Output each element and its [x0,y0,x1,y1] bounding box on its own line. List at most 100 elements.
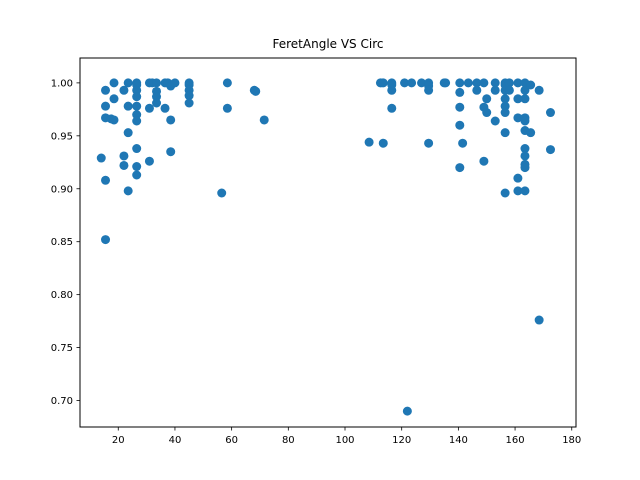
data-point [472,85,482,95]
y-tick-label: 0.95 [51,131,73,142]
data-point [101,101,111,111]
data-point [513,78,523,88]
data-point [520,116,530,126]
data-point [482,94,492,104]
data-point [378,138,388,148]
data-point [160,103,170,113]
data-point [119,85,129,95]
data-point [387,85,397,95]
x-tick-label: 160 [506,435,525,446]
data-point [217,188,227,198]
data-point [520,163,530,173]
data-point [364,137,374,147]
data-point [132,92,142,102]
data-point [424,138,434,148]
data-point [123,78,133,88]
data-point [472,78,482,88]
data-point [132,144,142,154]
data-point [96,153,106,163]
data-point [455,102,465,112]
data-point [222,78,232,88]
axes-frame [79,57,577,428]
data-point [119,160,129,170]
data-point [144,156,154,166]
x-tick-label: 180 [562,435,581,446]
y-tick-label: 0.90 [51,184,73,195]
data-point [534,315,544,325]
data-point [458,138,468,148]
data-point [132,170,142,180]
data-point [101,85,111,95]
data-point [144,103,154,113]
data-point [455,78,465,88]
data-point [520,94,530,104]
data-point [132,162,142,172]
data-point [132,101,142,111]
data-point [520,186,530,196]
data-point [101,175,111,185]
data-point [109,94,119,104]
data-point [119,151,129,161]
data-point [513,186,523,196]
data-point [259,115,269,125]
data-point [500,108,510,118]
data-point [152,98,162,108]
y-tick-label: 0.80 [51,290,73,301]
y-tick-label: 1.00 [51,78,73,89]
data-point [101,235,111,245]
data-point [152,92,162,102]
data-point [251,86,261,96]
data-point [152,78,162,88]
data-point [417,78,427,88]
data-point [132,110,142,120]
data-point [520,144,530,154]
data-point [109,78,119,88]
y-tick-label: 0.85 [51,237,73,248]
data-point [500,101,510,111]
data-point [490,116,500,126]
data-point [132,85,142,95]
data-point [504,78,514,88]
x-tick-label: 140 [449,435,468,446]
x-tick-label: 60 [225,435,238,446]
data-point [526,80,536,90]
data-point [166,115,176,125]
x-tick-label: 40 [169,435,182,446]
data-point [184,98,194,108]
x-tick-label: 120 [392,435,411,446]
data-point [513,113,523,123]
data-point [545,145,555,155]
points-layer [96,78,555,416]
x-axis: 20 40 60 80 100 120 140 160 180 [112,427,581,446]
data-point [109,115,119,125]
data-point [441,78,451,88]
data-point [123,128,133,138]
y-axis: 0.70 0.75 0.80 0.85 0.90 0.95 1.00 [51,78,80,407]
data-point [184,91,194,101]
data-point [500,128,510,138]
x-tick-label: 20 [112,435,125,446]
data-point [490,78,500,88]
data-point [132,116,142,126]
data-point [166,147,176,157]
data-point [455,120,465,130]
data-point [455,163,465,173]
chart-title: FeretAngle VS Circ [273,37,384,51]
y-tick-label: 0.75 [51,343,73,354]
x-tick-label: 80 [282,435,295,446]
data-point [455,87,465,97]
data-point [170,78,180,88]
y-tick-label: 0.70 [51,396,73,407]
data-point [123,101,133,111]
data-point [463,78,473,88]
data-point [504,85,514,95]
data-point [479,78,489,88]
data-point [500,188,510,198]
data-point [500,94,510,104]
data-point [534,85,544,95]
data-point [513,94,523,104]
data-point [424,85,434,95]
data-point [400,78,410,88]
